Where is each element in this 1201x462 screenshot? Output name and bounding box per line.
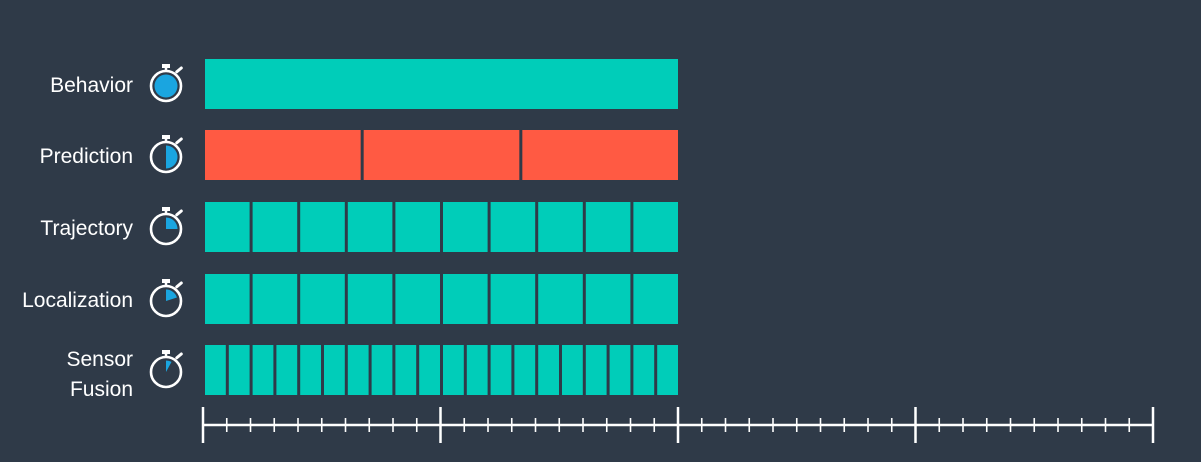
bar-segment bbox=[633, 345, 655, 395]
bar-segment bbox=[300, 274, 345, 324]
stopwatch-icon bbox=[149, 64, 183, 103]
bar-segment bbox=[300, 202, 345, 252]
bar-segment bbox=[633, 202, 678, 252]
row-label-line: Sensor bbox=[66, 348, 133, 371]
bar-segment bbox=[538, 202, 583, 252]
bar-segment bbox=[252, 345, 274, 395]
bar-segment bbox=[363, 130, 520, 180]
rows-layer: Behavior Prediction Trajectory Localization… bbox=[22, 59, 678, 401]
bar-segment bbox=[300, 345, 321, 395]
bar-segment bbox=[443, 345, 464, 395]
row-label: Behavior bbox=[50, 74, 133, 97]
bar-segment bbox=[324, 345, 345, 395]
bar-segment bbox=[347, 345, 369, 395]
row-behavior: Behavior bbox=[50, 59, 678, 109]
bar-segment bbox=[205, 130, 361, 180]
bar-segment bbox=[490, 202, 536, 252]
row-label-line: Behavior bbox=[50, 74, 133, 97]
stopwatch-icon bbox=[149, 135, 183, 174]
row-localization: Localization bbox=[22, 274, 678, 324]
stopwatch-icon bbox=[149, 279, 183, 318]
row-label-line: Fusion bbox=[70, 378, 133, 401]
row-label-line: Trajectory bbox=[40, 217, 133, 240]
bar-segment bbox=[395, 202, 440, 252]
row-label: Sensor Fusion bbox=[66, 348, 133, 401]
bar-segment bbox=[490, 345, 512, 395]
bar-segment bbox=[538, 345, 559, 395]
bar-segment bbox=[205, 202, 250, 252]
bar-segment bbox=[395, 274, 440, 324]
bar-segment bbox=[538, 274, 583, 324]
row-label-line: Localization bbox=[22, 289, 133, 312]
bar-segment bbox=[347, 274, 393, 324]
bar-segment bbox=[562, 345, 583, 395]
bar-segment bbox=[490, 274, 536, 324]
bar-segment bbox=[522, 130, 678, 180]
bar-segment bbox=[205, 59, 678, 109]
bar-segment bbox=[371, 345, 393, 395]
bar-segment bbox=[443, 274, 488, 324]
row-prediction: Prediction bbox=[40, 130, 678, 180]
row-label: Trajectory bbox=[40, 217, 133, 240]
bar-segment bbox=[657, 345, 678, 395]
bar-segment bbox=[228, 345, 250, 395]
bar-segment bbox=[347, 202, 393, 252]
bar-segment bbox=[585, 345, 607, 395]
bar-segment bbox=[395, 345, 417, 395]
row-label-line: Prediction bbox=[40, 145, 133, 168]
bar-segment bbox=[276, 345, 298, 395]
row-sensor-fusion: Sensor Fusion bbox=[66, 345, 678, 401]
row-label: Localization bbox=[22, 289, 133, 312]
bar-segment bbox=[585, 202, 631, 252]
stopwatch-icon bbox=[149, 207, 183, 246]
bar-segment bbox=[252, 202, 298, 252]
bar-segment bbox=[514, 345, 536, 395]
bar-segment bbox=[466, 345, 488, 395]
bar-segment bbox=[443, 202, 488, 252]
stopwatch-icon bbox=[149, 350, 183, 389]
bar-segment bbox=[205, 274, 250, 324]
bar-segment bbox=[252, 274, 298, 324]
bar-segment bbox=[585, 274, 631, 324]
bar-segment bbox=[419, 345, 440, 395]
row-label: Prediction bbox=[40, 145, 133, 168]
row-trajectory: Trajectory bbox=[40, 202, 678, 252]
timeline-axis bbox=[201, 407, 1155, 443]
bar-segment bbox=[205, 345, 226, 395]
bar-segment bbox=[633, 274, 678, 324]
bar-segment bbox=[609, 345, 631, 395]
